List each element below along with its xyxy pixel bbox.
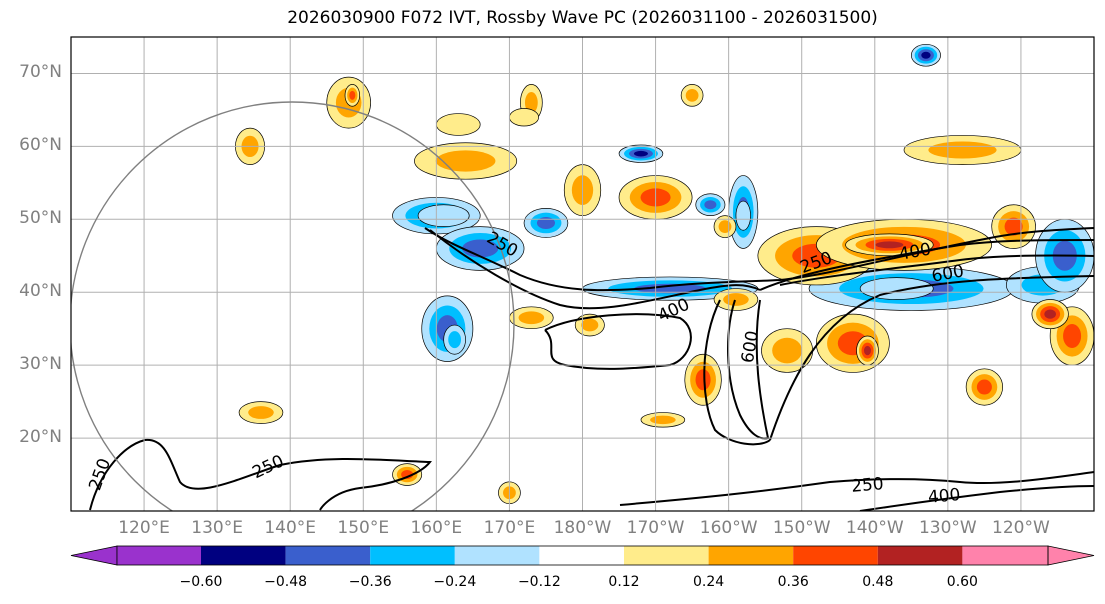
ivt-anomaly-patch <box>524 91 538 114</box>
ivt-anomaly-patch <box>435 150 496 172</box>
colorbar-tick-label: −0.12 <box>517 574 561 590</box>
colorbar-tick-label: −0.36 <box>348 574 392 590</box>
ivt-anomaly-patch <box>248 406 274 419</box>
longitude-label: 170°E <box>483 518 536 538</box>
longitude-label: 150°W <box>772 518 831 538</box>
ivt-anomaly-patch <box>1063 323 1082 348</box>
colorbar-extend-low <box>70 545 118 566</box>
latitude-label: 40°N <box>19 281 62 302</box>
longitude-label: 130°E <box>191 518 243 538</box>
longitude-label: 160°E <box>410 518 463 538</box>
longitude-label: 140°E <box>264 518 317 538</box>
colorbar-tick-label: −0.48 <box>264 574 308 590</box>
map-frame <box>70 36 1095 512</box>
ivt-anomaly-patch <box>650 415 676 425</box>
ivt-anomaly-patch <box>1044 309 1056 319</box>
colorbar-tick-label: 0.12 <box>608 574 640 590</box>
contour-250-north <box>424 227 1094 292</box>
colorbar-segment <box>962 546 1048 565</box>
latitude-label: 20°N <box>19 427 62 448</box>
ivt-anomaly-patch <box>685 88 699 102</box>
ivt-anomaly-patch <box>695 369 711 391</box>
longitude-label: 120°W <box>992 518 1050 538</box>
ivt-anomaly-patch <box>863 345 871 356</box>
contour-250-southeast <box>619 471 1094 506</box>
colorbar-segment <box>793 546 878 565</box>
contour-label: 400 <box>927 485 961 508</box>
ivt-anomaly-patch <box>735 200 751 231</box>
longitude-label: 140°W <box>845 518 904 538</box>
ivt-anomaly-patch <box>875 241 904 249</box>
colorbar-extend-high <box>1047 545 1095 566</box>
ivt-anomaly-patch <box>921 51 931 59</box>
ivt-anomaly-patch <box>634 283 707 294</box>
colorbar-tick-label: 0.24 <box>693 574 725 590</box>
colorbar-tick-label: 0.36 <box>777 574 809 590</box>
latitude-label: 50°N <box>19 208 62 229</box>
ivt-anomaly-patch <box>976 379 992 395</box>
contour-400-west <box>429 229 761 310</box>
colorbar-tick-label: 0.60 <box>946 574 978 590</box>
latitude-label: 60°N <box>19 135 62 156</box>
ivt-anomaly-patch <box>633 150 648 157</box>
ivt-anomaly-patch <box>448 331 462 349</box>
ivt-anomaly-patch <box>928 141 997 159</box>
longitude-label: 130°W <box>918 518 977 538</box>
longitude-label: 150°E <box>337 518 390 538</box>
colorbar-segment <box>708 546 794 565</box>
latitude-label: 70°N <box>19 62 62 83</box>
colorbar-segment <box>454 546 540 565</box>
ivt-anomaly-patch <box>859 277 934 300</box>
ivt-anomaly-patch <box>723 293 749 306</box>
latitude-label: 30°N <box>19 354 62 375</box>
colorbar-tick-label: 0.48 <box>862 574 894 590</box>
ivt-anomaly-patch <box>509 108 540 127</box>
longitude-label: 120°E <box>118 518 170 538</box>
lat-lon-gridlines <box>71 37 1094 511</box>
ivt-anomaly-patch <box>772 337 803 364</box>
ivt-anomaly-patch <box>718 220 732 233</box>
contour-250-south-inner <box>769 275 1094 441</box>
analysis-region-circle <box>71 101 515 511</box>
longitude-label: 170°W <box>626 518 685 538</box>
ivt-anomaly-patch <box>518 311 545 325</box>
colorbar-segment <box>370 546 455 565</box>
contour-250-west-low <box>89 438 432 511</box>
ivt-anomaly-patch <box>1004 217 1023 236</box>
colorbar-segment <box>201 546 286 565</box>
colorbar-tick-label: −0.60 <box>179 574 223 590</box>
contour-600-east <box>779 254 1094 286</box>
longitude-label: 160°W <box>699 518 758 538</box>
colorbar-segment <box>117 546 201 565</box>
colorbar <box>70 545 1095 566</box>
ivt-anomaly-patch <box>704 200 717 210</box>
ivt-anomaly-patch <box>581 318 599 332</box>
colorbar-frame <box>116 545 1049 566</box>
colorbar-tick-label: −0.24 <box>433 574 477 590</box>
colorbar-segment <box>877 546 963 565</box>
longitude-label: 180°W <box>553 518 612 538</box>
contour-400-southeast <box>859 485 1094 511</box>
colorbar-segment <box>285 546 371 565</box>
colorbar-segment <box>624 546 709 565</box>
ivt-shading-layer <box>235 43 1094 505</box>
contour-600-trough <box>727 299 770 440</box>
ivt-anomaly-patch <box>349 90 356 100</box>
ivt-anomaly-patch <box>536 216 555 229</box>
map-title: 2026030900 F072 IVT, Rossby Wave PC (202… <box>287 8 878 28</box>
ivt-anomaly-patch <box>417 204 470 227</box>
contour-label: 250 <box>850 474 884 497</box>
contour-400-trough <box>703 299 771 446</box>
ivt-anomaly-patch <box>436 113 481 136</box>
colorbar-segment <box>539 546 624 565</box>
